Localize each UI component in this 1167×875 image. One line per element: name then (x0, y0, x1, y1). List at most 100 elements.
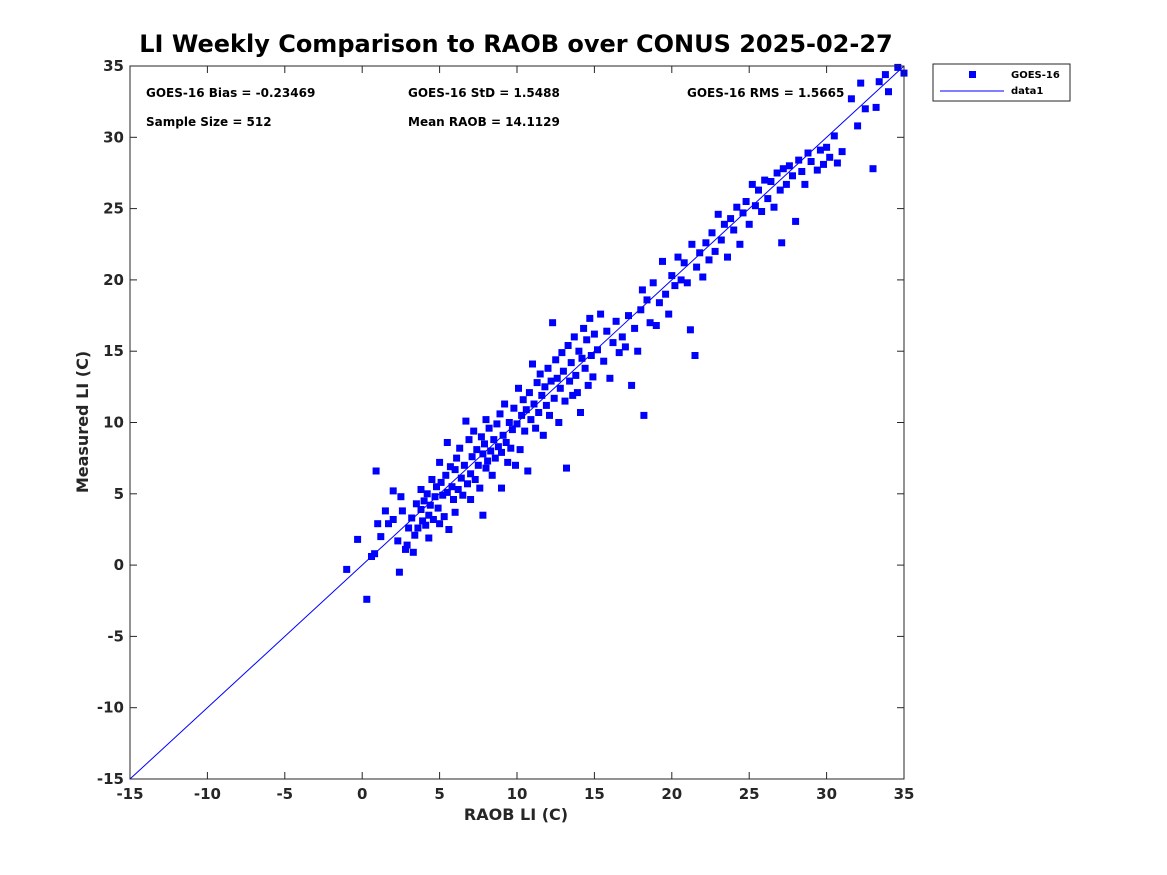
scatter-point (857, 79, 865, 87)
scatter-point (479, 511, 487, 519)
scatter-point (412, 500, 420, 508)
scatter-point (405, 524, 413, 532)
scatter-point (575, 347, 583, 355)
y-tick-label: 5 (114, 485, 124, 503)
scatter-point (460, 461, 468, 469)
scatter-point (625, 312, 632, 320)
scatter-point (524, 467, 532, 475)
y-tick-label: 20 (103, 271, 124, 289)
scatter-point (847, 95, 855, 103)
scatter-point (411, 531, 419, 539)
scatter-point (482, 464, 490, 472)
scatter-point (634, 347, 642, 355)
y-tick-label: 30 (103, 128, 124, 146)
scatter-point (491, 454, 499, 462)
scatter-point (496, 410, 504, 418)
scatter-point (708, 229, 716, 237)
scatter-point (748, 180, 756, 188)
scatter-point (603, 327, 611, 335)
scatter-point (539, 431, 547, 439)
legend-marker-goes16 (969, 71, 976, 78)
x-tick-label: 15 (584, 785, 605, 803)
scatter-point (468, 453, 476, 461)
scatter-point (745, 220, 753, 228)
scatter-point (830, 132, 838, 140)
legend-box (932, 63, 1071, 102)
scatter-point (425, 534, 433, 542)
scatter-point (371, 550, 379, 558)
scatter-point (470, 427, 478, 435)
scatter-point (374, 520, 382, 528)
x-axis-label: RAOB LI (C) (464, 805, 568, 824)
scatter-point (481, 440, 488, 448)
scatter-point (736, 240, 744, 248)
scatter-point (422, 521, 430, 529)
scatter-point (417, 506, 425, 513)
scatter-point (389, 516, 397, 523)
scatter-point (628, 381, 636, 389)
y-tick-label: 15 (103, 342, 124, 360)
scatter-point (530, 400, 538, 408)
scatter-point (502, 439, 510, 446)
scatter-point (549, 319, 557, 327)
scatter-point (798, 168, 806, 175)
scatter-point (414, 524, 422, 532)
scatter-point (457, 474, 465, 482)
scatter-point (473, 446, 481, 454)
scatter-point (423, 490, 431, 498)
scatter-point (795, 156, 803, 164)
scatter-point (512, 461, 519, 469)
scatter-point (550, 394, 558, 402)
scatter-point (504, 458, 512, 466)
scatter-point (686, 326, 694, 334)
scatter-point (792, 217, 800, 225)
scatter-point (770, 203, 778, 211)
scatter-point (440, 513, 448, 521)
x-tick-label: 25 (739, 785, 760, 803)
scatter-point (566, 377, 574, 385)
scatter-point (668, 272, 676, 280)
scatter-point (525, 389, 533, 397)
scatter-point (778, 239, 786, 247)
scatter-point (420, 497, 428, 505)
legend-label-data1: data1 (1011, 86, 1043, 97)
scatter-point (385, 520, 392, 528)
scatter-point (505, 419, 513, 426)
scatter-point (459, 491, 467, 499)
scatter-point (643, 296, 651, 304)
scatter-point (541, 383, 549, 391)
scatter-point (869, 165, 877, 173)
scatter-point (477, 433, 485, 441)
scatter-point (510, 404, 518, 412)
scatter-point (402, 545, 409, 553)
y-tick-label: -10 (97, 699, 124, 717)
scatter-point (594, 346, 601, 354)
scatter-points (343, 63, 908, 603)
scatter-point (742, 198, 750, 205)
scatter-point (446, 463, 454, 471)
scatter-point (755, 186, 762, 194)
scatter-point (552, 356, 560, 364)
scatter-point (671, 282, 679, 290)
scatter-point (693, 263, 701, 271)
scatter-point (536, 370, 544, 378)
scatter-point (507, 444, 515, 452)
scatter-point (733, 203, 741, 211)
scatter-point (456, 444, 464, 452)
scatter-point (467, 470, 475, 478)
scatter-point (838, 148, 846, 156)
scatter-point (436, 458, 444, 466)
scatter-point (609, 339, 617, 347)
stat-rms: GOES-16 RMS = 1.5665 (687, 86, 844, 100)
y-tick-label: -5 (107, 627, 124, 645)
scatter-point (655, 299, 663, 307)
x-tick-label: 35 (894, 785, 915, 803)
plot-area (129, 63, 908, 780)
scatter-point (631, 324, 639, 332)
scatter-point (448, 483, 456, 491)
scatter-point (779, 165, 787, 173)
scatter-point (482, 416, 490, 424)
scatter-point (403, 541, 411, 549)
scatter-point (612, 317, 620, 325)
